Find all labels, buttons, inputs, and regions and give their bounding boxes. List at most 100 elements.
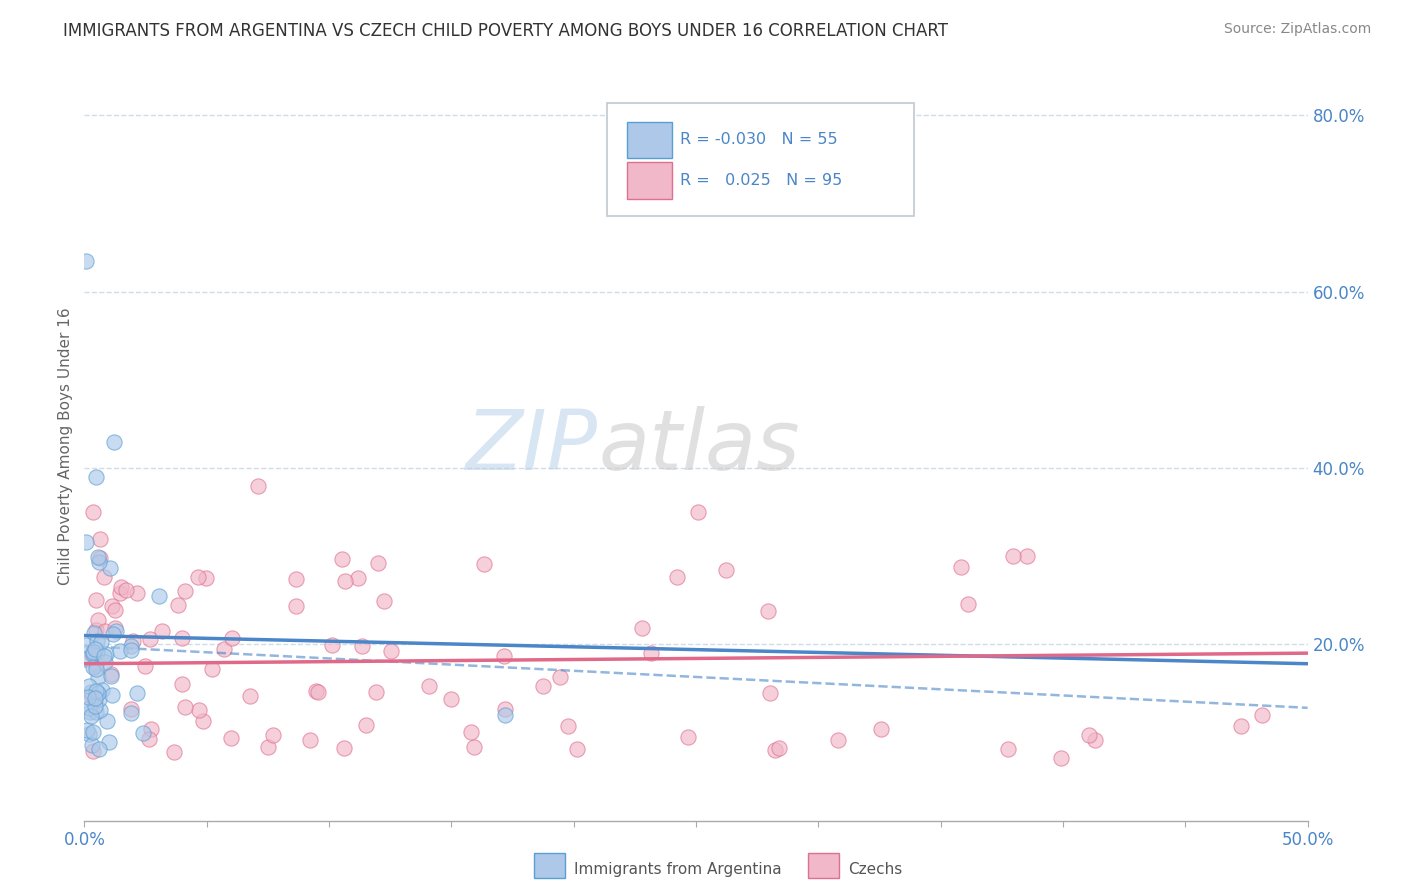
Y-axis label: Child Poverty Among Boys Under 16: Child Poverty Among Boys Under 16 bbox=[58, 307, 73, 585]
Point bbox=[756, 604, 779, 618]
Point bbox=[101, 627, 124, 641]
Point bbox=[83, 691, 105, 706]
Point bbox=[557, 719, 579, 733]
Point bbox=[79, 709, 101, 723]
Point bbox=[86, 686, 108, 700]
Point bbox=[96, 714, 118, 728]
Point bbox=[373, 594, 395, 608]
Point bbox=[90, 635, 112, 649]
Point bbox=[163, 745, 186, 759]
Point bbox=[350, 639, 373, 653]
Point bbox=[565, 742, 588, 756]
Point bbox=[77, 679, 100, 693]
Point bbox=[174, 699, 197, 714]
Point bbox=[686, 505, 709, 519]
Point bbox=[380, 644, 402, 658]
Point bbox=[763, 743, 786, 757]
Point bbox=[957, 597, 980, 611]
Point bbox=[285, 599, 308, 613]
Text: atlas: atlas bbox=[598, 406, 800, 486]
Point bbox=[77, 690, 100, 705]
Point bbox=[640, 646, 662, 660]
Point bbox=[115, 582, 138, 597]
Point bbox=[187, 703, 209, 717]
Text: ZIP: ZIP bbox=[467, 406, 598, 486]
Point bbox=[93, 649, 115, 664]
Point bbox=[79, 700, 101, 714]
Point bbox=[1250, 708, 1272, 723]
Point bbox=[87, 550, 110, 565]
Point bbox=[299, 733, 322, 747]
Point bbox=[1084, 733, 1107, 747]
Point bbox=[76, 723, 98, 737]
Point bbox=[94, 655, 117, 669]
Point bbox=[132, 726, 155, 740]
Point bbox=[1230, 719, 1253, 733]
Point bbox=[86, 645, 108, 659]
Point bbox=[997, 742, 1019, 756]
Point bbox=[759, 685, 782, 699]
Point bbox=[84, 641, 107, 656]
Point bbox=[768, 741, 790, 756]
Point bbox=[219, 731, 242, 745]
Point bbox=[239, 689, 262, 703]
Point bbox=[100, 666, 122, 681]
Point bbox=[83, 626, 105, 640]
Point bbox=[75, 639, 97, 653]
Point bbox=[550, 670, 572, 684]
Point bbox=[166, 598, 188, 612]
Point bbox=[120, 640, 142, 654]
Text: Source: ZipAtlas.com: Source: ZipAtlas.com bbox=[1223, 22, 1371, 37]
Point bbox=[356, 718, 378, 732]
Point bbox=[305, 683, 328, 698]
Text: IMMIGRANTS FROM ARGENTINA VS CZECH CHILD POVERTY AMONG BOYS UNDER 16 CORRELATION: IMMIGRANTS FROM ARGENTINA VS CZECH CHILD… bbox=[63, 22, 948, 40]
Point bbox=[148, 590, 170, 604]
Point bbox=[87, 613, 110, 627]
Point bbox=[82, 725, 104, 739]
Point bbox=[125, 586, 148, 600]
Point bbox=[187, 570, 209, 584]
Point bbox=[321, 638, 343, 652]
Point bbox=[93, 624, 115, 639]
Point bbox=[333, 574, 356, 589]
Point bbox=[247, 478, 270, 492]
FancyBboxPatch shape bbox=[627, 162, 672, 199]
Point bbox=[120, 702, 142, 716]
Point bbox=[79, 705, 101, 719]
Point bbox=[170, 631, 193, 645]
Point bbox=[87, 670, 110, 684]
Point bbox=[347, 571, 370, 585]
Point bbox=[256, 740, 278, 755]
Point bbox=[84, 705, 107, 719]
Point bbox=[1002, 549, 1025, 564]
Point bbox=[100, 599, 122, 614]
Point bbox=[262, 729, 284, 743]
Point bbox=[472, 557, 495, 571]
Point bbox=[367, 556, 389, 570]
Point bbox=[418, 679, 440, 693]
Point bbox=[84, 623, 107, 637]
Point bbox=[463, 739, 485, 754]
Point bbox=[125, 686, 148, 700]
Point bbox=[631, 621, 654, 635]
Point bbox=[950, 559, 973, 574]
Point bbox=[89, 555, 111, 569]
Point bbox=[89, 703, 111, 717]
Point bbox=[440, 691, 463, 706]
Point bbox=[494, 707, 516, 722]
Point bbox=[86, 662, 108, 676]
Point bbox=[89, 551, 111, 566]
Point bbox=[84, 658, 107, 673]
Point bbox=[82, 660, 104, 674]
Point bbox=[87, 742, 110, 756]
Point bbox=[138, 731, 160, 746]
Point bbox=[103, 434, 125, 449]
Point bbox=[80, 690, 103, 704]
Point bbox=[195, 571, 218, 585]
Point bbox=[330, 552, 353, 566]
Point bbox=[87, 692, 110, 706]
Point bbox=[94, 648, 117, 662]
Point bbox=[80, 738, 103, 752]
Point bbox=[285, 572, 308, 586]
Point bbox=[104, 621, 127, 635]
